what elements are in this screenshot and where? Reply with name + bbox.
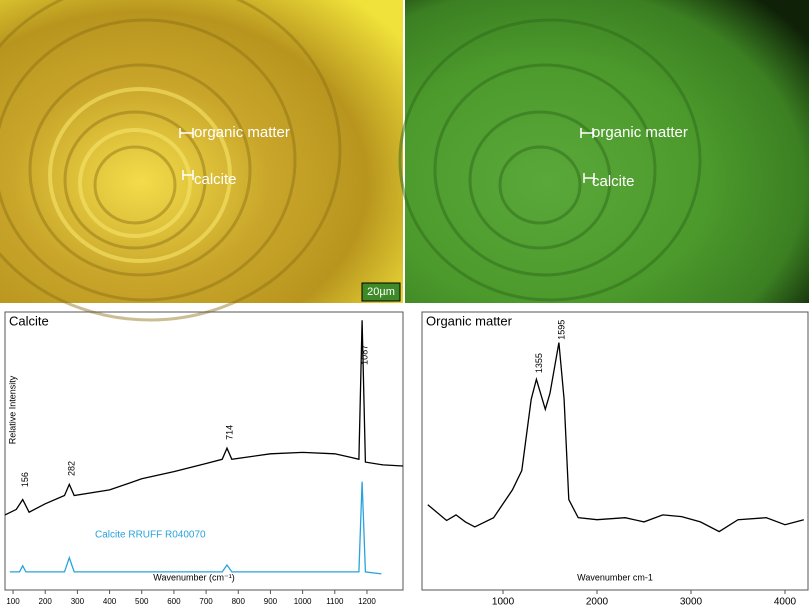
- scale-bar-label: 20µm: [367, 286, 395, 298]
- peak-label: 1087: [360, 345, 370, 365]
- x-tick-label: 1200: [358, 597, 376, 606]
- x-tick-label: 400: [103, 597, 117, 606]
- x-tick-label: 2000: [586, 597, 609, 607]
- series-label: Calcite RRUFF R040070: [95, 530, 206, 541]
- x-tick-label: 900: [264, 597, 278, 606]
- x-tick-label: 3000: [680, 597, 703, 607]
- spectrum-line: [427, 342, 804, 533]
- micrograph-label: organic matter: [592, 124, 688, 141]
- y-axis-label: Relative Intensity: [7, 375, 17, 444]
- micrograph-label: calcite: [592, 173, 635, 190]
- x-tick-label: 100: [6, 597, 20, 606]
- micrograph-label: calcite: [194, 171, 237, 188]
- x-axis-label: Wavenumber cm-1: [577, 572, 653, 582]
- x-tick-label: 800: [232, 597, 246, 606]
- plot-frame: [4, 311, 404, 591]
- x-tick-label: 500: [135, 597, 149, 606]
- chart-title: Organic matter: [426, 313, 513, 328]
- x-axis-label: Wavenumber (cm⁻¹): [153, 572, 234, 582]
- scale-bar: [361, 282, 401, 302]
- micrograph-label: organic matter: [194, 124, 290, 141]
- micrograph-bright: 20µm organic matter calcite: [0, 0, 403, 322]
- chart-title: Calcite: [9, 313, 49, 328]
- peak-label: 1355: [534, 353, 544, 373]
- x-tick-label: 1000: [492, 597, 515, 607]
- micrograph-fluorescence: organic matter calcite: [398, 0, 809, 303]
- peak-label: 282: [67, 461, 77, 476]
- peak-label: 1595: [556, 320, 566, 340]
- x-tick-label: 1100: [326, 597, 344, 606]
- peak-label: 714: [224, 425, 234, 440]
- x-tick-label: 600: [167, 597, 181, 606]
- x-tick-label: 4000: [774, 597, 797, 607]
- x-tick-label: 200: [39, 597, 53, 606]
- x-tick-label: 1000: [294, 597, 312, 606]
- peak-label: 156: [20, 472, 30, 487]
- spectrum-line: [9, 481, 382, 575]
- x-tick-label: 300: [71, 597, 85, 606]
- plot-frame: [421, 311, 809, 591]
- x-tick-label: 700: [199, 597, 213, 606]
- spectrum-line: [4, 320, 404, 516]
